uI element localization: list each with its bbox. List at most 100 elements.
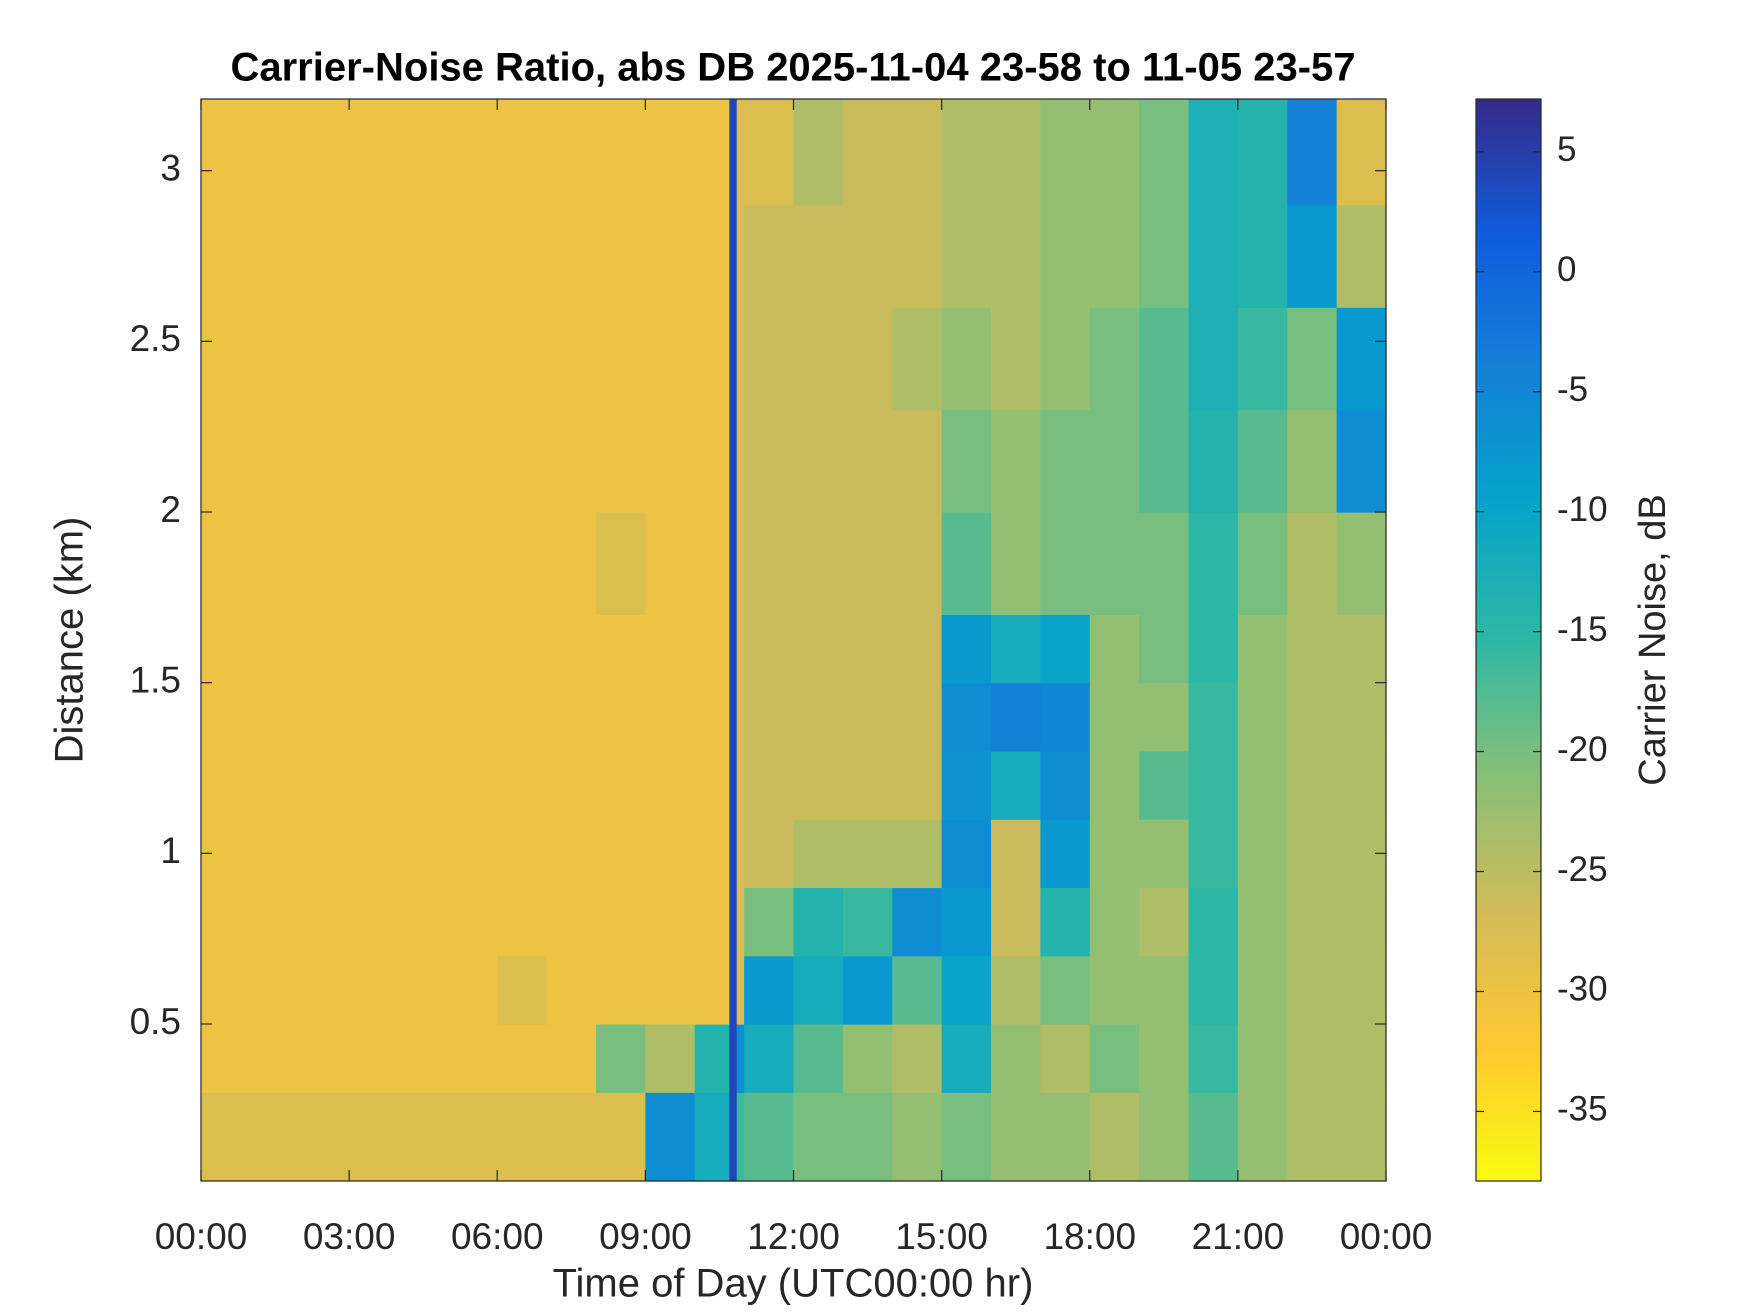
heatmap-cell — [596, 204, 646, 308]
heatmap-cell — [736, 750, 745, 820]
y-tick-label: 2 — [160, 489, 181, 530]
heatmap-cell — [1139, 99, 1190, 206]
heatmap-cell — [645, 512, 696, 616]
heatmap-cell — [941, 1023, 992, 1093]
heatmap-cell — [1188, 750, 1239, 820]
heatmap-cell — [645, 409, 696, 513]
heatmap-cell — [736, 204, 745, 308]
heatmap-cell — [546, 819, 597, 889]
heatmap-cell — [645, 614, 696, 684]
heatmap-cell — [1089, 819, 1140, 889]
heatmap-cell — [1188, 819, 1239, 889]
heatmap-cell — [546, 887, 597, 957]
y-tick-label: 3 — [160, 147, 181, 188]
heatmap-cell — [398, 512, 449, 616]
heatmap-cell — [736, 955, 745, 1025]
heatmap-cell — [447, 204, 498, 308]
heatmap-cell — [1287, 750, 1338, 820]
heatmap-cell — [941, 819, 992, 889]
heatmap-cell — [546, 955, 597, 1025]
heatmap-cell — [596, 955, 646, 1025]
heatmap-cell — [991, 819, 1041, 889]
heatmap-cell — [201, 887, 251, 957]
heatmap-cell — [793, 614, 844, 684]
heatmap-cell — [892, 307, 943, 411]
heatmap-cell — [497, 682, 548, 752]
heatmap-cell — [694, 819, 730, 889]
heatmap-cell — [736, 819, 745, 889]
heatmap-cell — [447, 307, 498, 411]
heatmap-cell — [842, 819, 893, 889]
heatmap-cell — [842, 512, 893, 616]
heatmap-cell — [497, 307, 548, 411]
heatmap-cell — [398, 99, 449, 206]
heatmap-cell — [546, 307, 597, 411]
heatmap-cell — [497, 887, 548, 957]
heatmap-cell — [1237, 819, 1288, 889]
heatmap-cell — [793, 204, 844, 308]
heatmap-cell — [1188, 682, 1239, 752]
colorbar-tick-label: -25 — [1557, 850, 1608, 889]
heatmap-cell — [1287, 204, 1338, 308]
heatmap-cell — [1336, 887, 1387, 957]
heatmap-cell — [694, 1023, 730, 1093]
heatmap-cell — [1237, 204, 1288, 308]
heatmap-cell — [1139, 955, 1190, 1025]
x-tick-label: 18:00 — [1043, 1216, 1136, 1257]
heatmap-cell — [1089, 887, 1140, 957]
heatmap-cell — [1237, 1092, 1288, 1182]
heatmap-cell — [398, 887, 449, 957]
y-tick-label: 0.5 — [130, 1001, 181, 1042]
heatmap-cell — [250, 307, 301, 411]
heatmap-cell — [1040, 887, 1091, 957]
heatmap-cell — [1040, 99, 1091, 206]
heatmap-cell — [546, 99, 597, 206]
heatmap-cell — [1089, 99, 1140, 206]
heatmap-cell — [892, 409, 943, 513]
heatmap-cell — [941, 614, 992, 684]
heatmap-cell — [1237, 955, 1288, 1025]
heatmap-cell — [744, 887, 795, 957]
heatmap-cell — [250, 99, 301, 206]
heatmap-cell — [793, 955, 844, 1025]
heatmap-cell — [596, 887, 646, 957]
heatmap-cell — [1287, 1092, 1338, 1182]
heatmap-cell — [1040, 682, 1091, 752]
heatmap-cell — [1188, 887, 1239, 957]
heatmap-cell — [729, 99, 738, 206]
heatmap-cell — [744, 204, 795, 308]
heatmap-cell — [1139, 887, 1190, 957]
heatmap-cell — [941, 1092, 992, 1182]
heatmap-cell — [1089, 204, 1140, 308]
heatmap-cell — [546, 409, 597, 513]
heatmap-cell — [201, 512, 251, 616]
heatmap-cell — [645, 750, 696, 820]
heatmap-cell — [299, 1023, 350, 1093]
heatmap-cell — [398, 204, 449, 308]
heatmap-cell — [842, 614, 893, 684]
colorbar-label: Carrier Noise, dB — [1632, 494, 1674, 785]
heatmap-cell — [1139, 614, 1190, 684]
heatmap-cell — [1287, 409, 1338, 513]
heatmap-cell — [842, 682, 893, 752]
heatmap-cell — [1139, 1092, 1190, 1182]
colorbar-tick-label: 5 — [1557, 130, 1576, 169]
heatmap-cell — [744, 955, 795, 1025]
heatmap-cell — [991, 750, 1041, 820]
heatmap-cell — [497, 955, 548, 1025]
heatmap-cell — [1336, 750, 1387, 820]
heatmap-cell — [736, 307, 745, 411]
heatmap-cell — [645, 99, 696, 206]
heatmap-cell — [736, 409, 745, 513]
heatmap-cell — [201, 204, 251, 308]
heatmap-cell — [596, 1023, 646, 1093]
heatmap-cell — [497, 1092, 548, 1182]
heatmap-cell — [744, 750, 795, 820]
heatmap-cell — [349, 955, 400, 1025]
heatmap-cell — [250, 614, 301, 684]
heatmap-cell — [1040, 307, 1091, 411]
colorbar-tick-label: -35 — [1557, 1090, 1608, 1129]
heatmap-cell — [694, 99, 730, 206]
heatmap-cell — [1237, 1023, 1288, 1093]
heatmap-cell — [1336, 682, 1387, 752]
